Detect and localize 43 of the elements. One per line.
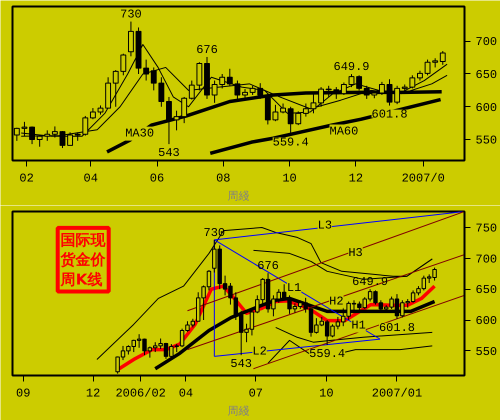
x-axis-title: 周綫 xyxy=(228,190,250,202)
annotation: 601.8 xyxy=(378,320,415,335)
y-tick-label: 650 xyxy=(476,283,498,298)
annotation: 559.4 xyxy=(309,347,346,362)
x-tick-label: 10 xyxy=(319,386,334,400)
annotation: L1 xyxy=(286,280,302,295)
x-tick-label: 04 xyxy=(178,386,194,400)
y-tick-label: 550 xyxy=(476,344,498,359)
annotation: H3 xyxy=(348,246,363,260)
y-tick-label: 700 xyxy=(476,252,498,266)
y-tick-label: 550 xyxy=(476,134,498,148)
annotation: 601.8 xyxy=(372,108,408,122)
x-tick-label: 06 xyxy=(150,172,164,186)
annotation: 543 xyxy=(158,146,180,160)
annotation: 543 xyxy=(230,357,252,372)
annotation: H1 xyxy=(351,318,366,333)
x-tick-label: 12 xyxy=(86,386,100,400)
x-tick-label: 09 xyxy=(16,386,30,400)
y-tick-label: 700 xyxy=(476,35,498,50)
x-axis-title: 周綫 xyxy=(228,404,250,418)
y-tick-label: 600 xyxy=(476,100,498,115)
text: 国际现货金价周K线 xyxy=(60,230,107,288)
x-tick-label: 08 xyxy=(216,172,230,186)
x-tick-label: 2006/02 xyxy=(115,386,166,400)
y-tick-label: 600 xyxy=(476,314,498,328)
x-tick-label: 02 xyxy=(19,172,34,186)
annotation: MA30 xyxy=(125,126,154,141)
y-tick-label: 650 xyxy=(476,68,498,82)
x-tick-label: 2007/01 xyxy=(372,386,422,400)
annotation: 676 xyxy=(196,42,218,57)
annotation: L3 xyxy=(318,218,332,233)
annotation: 649.9 xyxy=(333,60,370,74)
x-tick-label: 12 xyxy=(348,172,364,186)
y-tick-label: 750 xyxy=(476,222,498,236)
x-tick-label: 2007/0 xyxy=(402,172,445,186)
x-tick-label: 07 xyxy=(248,386,263,400)
annotation: H2 xyxy=(329,294,344,309)
annotation: 559.4 xyxy=(272,135,309,150)
x-tick-label: 10 xyxy=(282,172,297,186)
annotation: 676 xyxy=(257,259,279,274)
x-tick-label: 04 xyxy=(84,172,98,186)
annotation: MA60 xyxy=(329,124,358,139)
annotation: 730 xyxy=(120,8,142,22)
